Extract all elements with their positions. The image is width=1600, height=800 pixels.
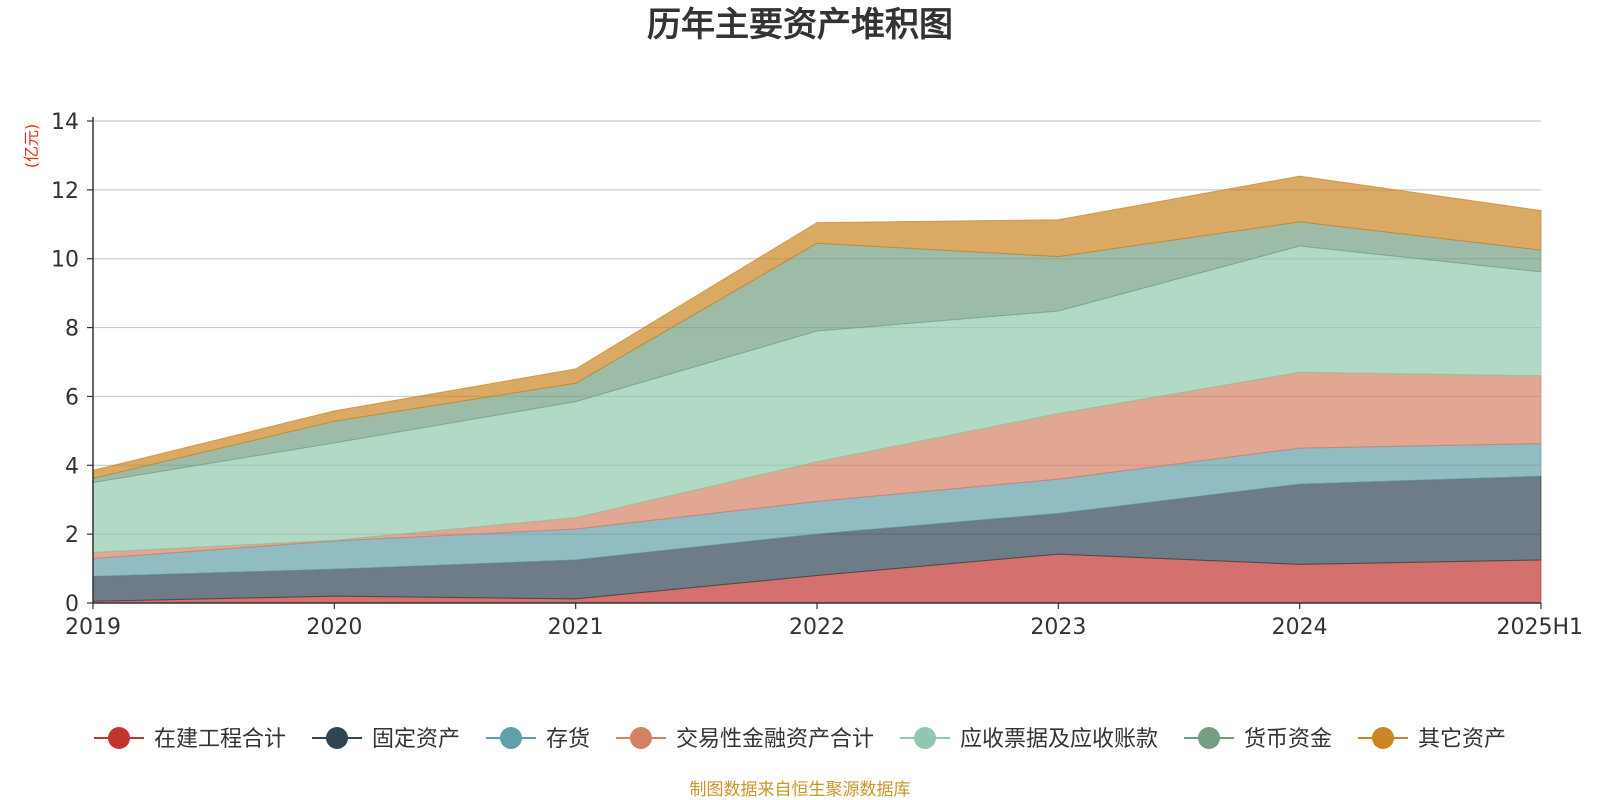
legend-circle-marker [326, 727, 348, 749]
legend-circle-marker [1372, 727, 1394, 749]
x-tick-label: 2019 [65, 615, 121, 640]
y-tick-label: 12 [51, 179, 79, 204]
legend-label: 存货 [546, 727, 590, 752]
legend-circle-marker [914, 727, 936, 749]
legend-item-0[interactable]: 在建工程合计 [94, 727, 286, 752]
legend: 在建工程合计 固定资产 存货 交易性金融资产合计 应收票据及应收账款 货币资金 其它资产 [94, 727, 1506, 752]
x-tick-label: 2025H1 [1496, 615, 1583, 640]
legend-item-3[interactable]: 交易性金融资产合计 [616, 727, 874, 752]
source-note: 制图数据来自恒生聚源数据库 [690, 780, 911, 800]
legend-label: 在建工程合计 [154, 727, 286, 752]
legend-circle-marker [1198, 727, 1220, 749]
area-series-6[interactable] [92, 175, 1542, 480]
legend-item-6[interactable]: 其它资产 [1358, 727, 1506, 752]
x-tick-label: 2022 [789, 615, 845, 640]
y-tick-label: 8 [65, 317, 79, 342]
y-tick-label: 14 [51, 110, 79, 135]
legend-item-2[interactable]: 存货 [486, 727, 590, 752]
legend-circle-marker [108, 727, 130, 749]
y-tick-label: 4 [65, 454, 79, 479]
y-tick-label: 0 [65, 592, 79, 617]
x-tick-label: 2023 [1030, 615, 1086, 640]
legend-item-4[interactable]: 应收票据及应收账款 [900, 727, 1158, 752]
x-tick-label: 2020 [306, 615, 362, 640]
y-axis-unit: (亿元) [22, 124, 41, 169]
legend-label: 应收票据及应收账款 [960, 727, 1158, 752]
x-tick-label: 2021 [548, 615, 604, 640]
legend-label: 货币资金 [1244, 727, 1332, 752]
y-tick-label: 6 [65, 385, 79, 410]
chart-title: 历年主要资产堆积图 [647, 5, 953, 45]
legend-item-5[interactable]: 货币资金 [1184, 727, 1332, 752]
x-tick-label: 2024 [1272, 615, 1328, 640]
y-tick-label: 10 [51, 248, 79, 273]
area-series-group [92, 175, 1542, 604]
legend-circle-marker [500, 727, 522, 749]
legend-item-1[interactable]: 固定资产 [312, 727, 460, 752]
y-tick-label: 2 [65, 523, 79, 548]
legend-label: 其它资产 [1418, 727, 1506, 752]
axes: 0 2 4 6 8 10 12 14 2019 2020 2021 2022 2023 2024 2025H… [51, 110, 1583, 640]
legend-label: 交易性金融资产合计 [676, 727, 874, 752]
legend-label: 固定资产 [372, 727, 460, 752]
legend-circle-marker [630, 727, 652, 749]
